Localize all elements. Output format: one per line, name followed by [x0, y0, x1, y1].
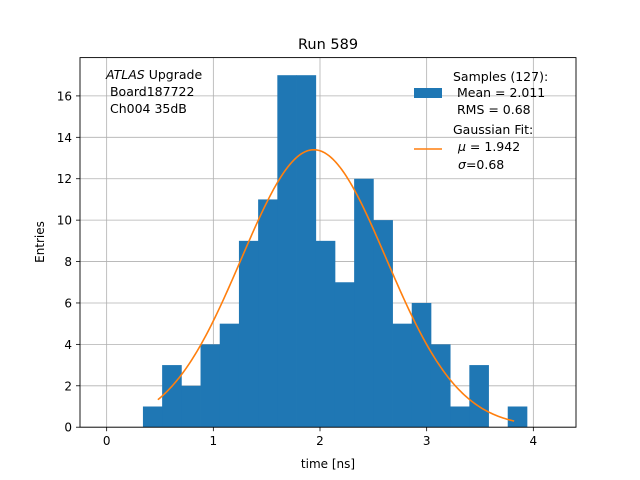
legend-samples-title: Samples (127):: [453, 69, 548, 84]
y-tick-label-2: 4: [64, 338, 72, 352]
histogram-bar-11: [354, 178, 374, 428]
y-tick-label-5: 10: [57, 214, 72, 228]
y-tick-label-8: 16: [57, 89, 72, 103]
legend-fit-sigma: σ=0.68: [458, 157, 504, 172]
x-tick-label-2: 2: [316, 434, 324, 448]
legend-fit-mu: μ = 1.942: [457, 139, 520, 154]
histogram-bar-7: [277, 75, 297, 428]
annotation-atlas: ATLAS: [105, 67, 145, 82]
annotation-board: Board187722: [106, 84, 194, 99]
x-axis-label: time [ns]: [301, 457, 355, 471]
legend-sigma-symbol: σ: [458, 157, 467, 172]
gaussian-fit-curve: [157, 148, 515, 422]
histogram-bar-3: [200, 344, 221, 428]
legend: Samples (127): Mean = 2.011 RMS = 0.68 G…: [414, 69, 548, 172]
histogram-bar-1: [162, 365, 182, 428]
legend-mu-symbol: μ: [457, 139, 466, 154]
x-axis-ticks: 0 1 2 3 4: [103, 427, 537, 448]
histogram-bar-19: [507, 406, 528, 428]
x-tick-label-3: 3: [423, 434, 431, 448]
histogram-bars: [142, 75, 528, 428]
histogram-bar-14: [411, 302, 432, 428]
y-tick-label-4: 8: [64, 255, 72, 269]
histogram-bar-0: [142, 406, 163, 428]
legend-samples-mean: Mean = 2.011: [453, 85, 545, 100]
legend-mu-value: = 1.942: [466, 139, 520, 154]
x-tick-label-1: 1: [210, 434, 218, 448]
histogram-bar-15: [430, 344, 451, 428]
histogram-bar-17: [469, 365, 489, 428]
histogram-bar-4: [219, 323, 240, 428]
x-tick-label-0: 0: [103, 434, 111, 448]
annotation-box: ATLAS Upgrade Board187722 Ch004 35dB: [105, 67, 202, 116]
annotation-upgrade: Upgrade: [145, 67, 203, 82]
x-tick-label-4: 4: [530, 434, 538, 448]
histogram-bar-12: [373, 220, 393, 428]
histogram-bar-5: [238, 240, 259, 428]
histogram-bar-8: [296, 75, 317, 428]
legend-samples-rms: RMS = 0.68: [453, 102, 531, 117]
histogram-bar-13: [392, 323, 413, 428]
histogram-bar-2: [181, 385, 201, 428]
histogram-bar-10: [334, 282, 355, 428]
legend-sigma-value: =0.68: [466, 157, 504, 172]
histogram-bar-16: [450, 406, 470, 428]
histogram-bar-9: [315, 240, 336, 428]
y-tick-label-1: 2: [64, 379, 72, 393]
chart-title: Run 589: [298, 37, 358, 53]
plot-frame: [79, 57, 577, 428]
y-axis-label: Entries: [33, 221, 47, 263]
y-tick-label-6: 12: [57, 172, 72, 186]
annotation-channel: Ch004 35dB: [106, 101, 187, 116]
y-tick-label-3: 6: [64, 296, 72, 310]
annotation-line-1: ATLAS Upgrade: [105, 67, 202, 82]
y-tick-label-0: 0: [64, 421, 72, 435]
legend-fit-title: Gaussian Fit:: [453, 122, 533, 137]
y-axis-ticks: 0 2 4 6 8 10 12 14 16: [57, 89, 80, 435]
histogram-bar-6: [258, 199, 278, 428]
legend-histogram-patch: [414, 88, 442, 98]
y-tick-label-7: 14: [57, 131, 72, 145]
